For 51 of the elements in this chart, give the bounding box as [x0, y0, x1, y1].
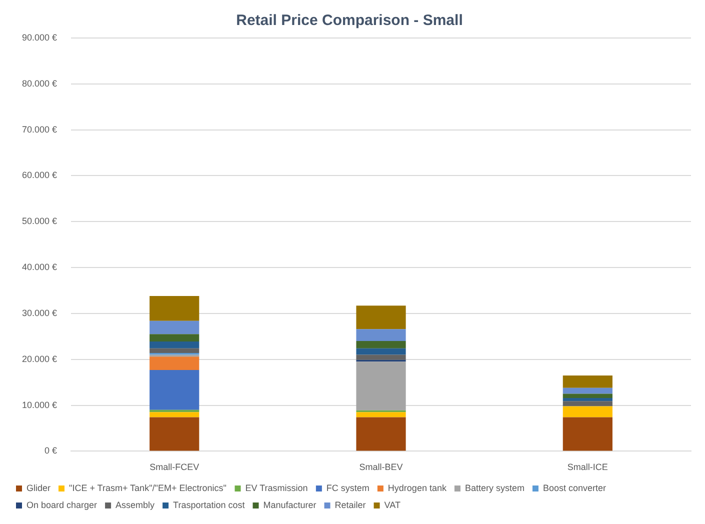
bar — [150, 348, 200, 353]
bar — [150, 370, 200, 410]
bar — [150, 320, 200, 334]
bar — [150, 417, 200, 451]
bar — [356, 341, 406, 348]
y-tick-label: 0 € — [44, 446, 58, 456]
chart-title: Retail Price Comparison - Small — [236, 12, 463, 30]
y-tick-label: 70.000 € — [22, 124, 58, 134]
x-tick-label: Small-BEV — [359, 462, 403, 472]
bar — [150, 412, 200, 418]
bar — [356, 348, 406, 355]
legend-label: Trasportation cost — [173, 500, 246, 510]
legend-label: FC system — [326, 482, 370, 493]
bar — [562, 388, 612, 394]
bar — [150, 296, 200, 321]
y-tick-label: 80.000 € — [22, 78, 58, 88]
bar — [562, 406, 612, 418]
bar — [356, 354, 406, 360]
legend-label: Boost converter — [542, 482, 606, 493]
x-tick-label: Small-FCEV — [150, 462, 200, 472]
legend-label: "ICE + Trasm+ Tank"/"EM+ Electronics" — [69, 482, 226, 493]
bar — [562, 417, 612, 451]
bar — [562, 401, 612, 406]
bar — [356, 362, 406, 410]
legend-label: Glider — [26, 482, 51, 493]
bar — [150, 334, 200, 342]
bar — [562, 398, 612, 402]
bar — [356, 417, 406, 451]
legend-label: Assembly — [116, 500, 156, 510]
bar — [356, 306, 406, 330]
legend-label: Hydrogen tank — [388, 482, 447, 493]
bar — [562, 375, 612, 388]
x-tick-label: Small-ICE — [567, 462, 608, 472]
legend-label: EV Trasmission — [245, 482, 308, 493]
legend-label: Battery system — [464, 482, 524, 493]
y-tick-label: 10.000 € — [22, 400, 58, 410]
y-tick-label: 20.000 € — [22, 354, 58, 364]
legend-label: On board charger — [26, 500, 98, 510]
y-tick-label: 50.000 € — [22, 216, 58, 226]
legend-label: VAT — [384, 500, 401, 510]
bar — [356, 412, 406, 418]
y-tick-label: 40.000 € — [22, 262, 58, 272]
legend-label: Manufacturer — [263, 500, 316, 510]
y-tick-label: 90.000 € — [22, 32, 58, 42]
bar — [150, 356, 200, 370]
bar — [150, 341, 200, 348]
bar — [562, 394, 612, 398]
y-tick-label: 30.000 € — [22, 308, 58, 318]
legend-label: Retailer — [334, 500, 366, 510]
y-tick-label: 60.000 € — [22, 170, 58, 180]
bar — [356, 329, 406, 342]
